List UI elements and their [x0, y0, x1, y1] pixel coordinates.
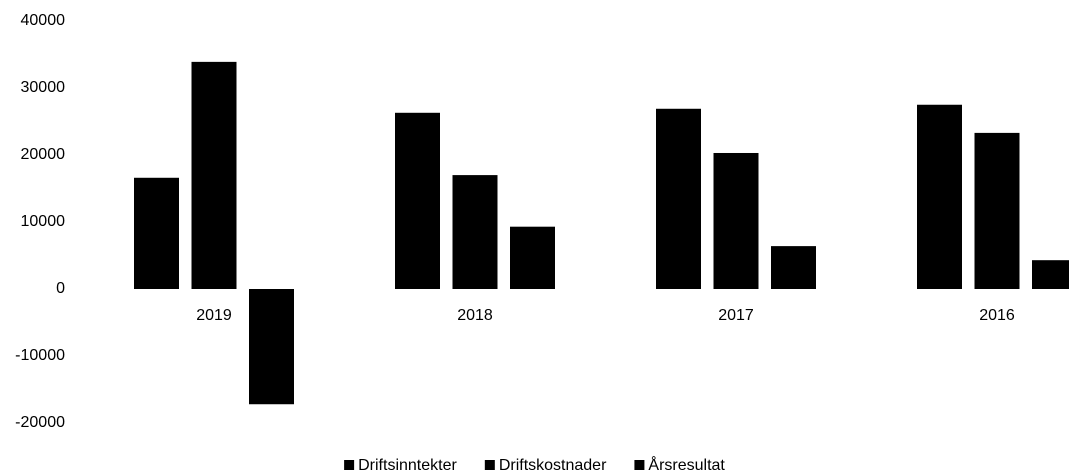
y-tick-label: 30000 — [21, 79, 66, 96]
bar — [395, 112, 440, 289]
bar — [974, 132, 1020, 289]
x-tick-label: 2019 — [196, 307, 232, 324]
bar — [771, 246, 816, 289]
bar — [134, 177, 179, 289]
legend-label: Driftsinntekter — [358, 457, 457, 474]
bar — [917, 104, 962, 289]
legend-label: Driftskostnader — [499, 457, 607, 474]
legend-swatch — [634, 460, 645, 470]
legend-swatch — [344, 460, 355, 470]
y-tick-label: 20000 — [21, 146, 66, 163]
bar — [510, 226, 555, 289]
x-tick-label: 2018 — [457, 307, 493, 324]
y-tick-label: 40000 — [21, 12, 66, 29]
bar — [452, 175, 498, 289]
legend-label: Årsresultat — [648, 455, 725, 474]
legend-swatch — [484, 460, 495, 470]
bar — [191, 61, 237, 290]
y-tick-label: 10000 — [21, 213, 66, 230]
bar — [249, 289, 294, 405]
y-tick-label: -20000 — [15, 414, 65, 431]
x-tick-label: 2016 — [979, 307, 1015, 324]
y-tick-label: -10000 — [15, 347, 65, 364]
y-tick-label: 0 — [56, 280, 65, 297]
bar — [1032, 260, 1069, 289]
x-tick-label: 2017 — [718, 307, 754, 324]
bar — [713, 152, 759, 289]
bar — [656, 108, 701, 290]
